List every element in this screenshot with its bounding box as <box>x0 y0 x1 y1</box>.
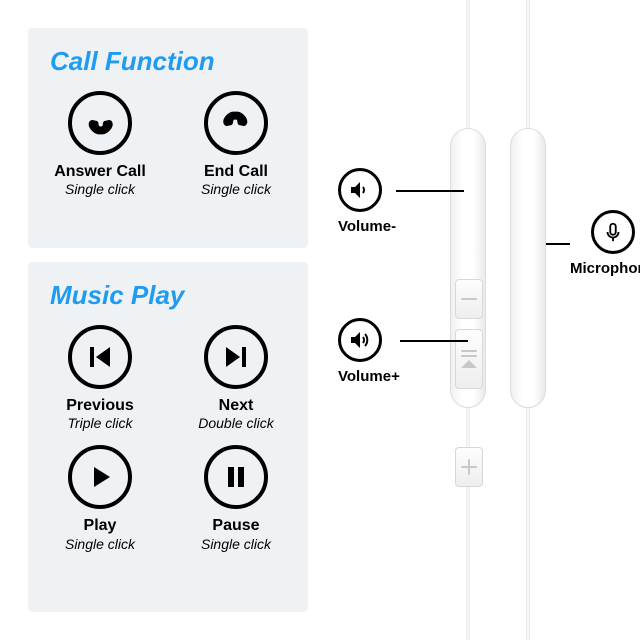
previous-item: Previous Triple click <box>50 325 150 431</box>
play-item: Play Single click <box>50 445 150 551</box>
previous-label: Previous <box>66 397 134 415</box>
next-label: Next <box>219 397 254 415</box>
pause-label: Pause <box>212 517 259 535</box>
call-title: Call Function <box>50 46 286 77</box>
previous-sub: Triple click <box>67 415 132 431</box>
previous-icon <box>68 325 132 389</box>
volume-down-label: Volume- <box>338 218 396 235</box>
remote-plus-button <box>455 447 483 487</box>
music-title: Music Play <box>50 280 286 311</box>
end-call-label: End Call <box>204 163 268 181</box>
answer-call-item: Answer Call Single click <box>50 91 150 197</box>
remote-wire-bot <box>466 408 470 640</box>
next-sub: Double click <box>198 415 273 431</box>
volume-up-label: Volume+ <box>338 368 400 385</box>
microphone-icon <box>591 210 635 254</box>
play-icon <box>68 445 132 509</box>
remote2-wire-bot <box>526 408 530 640</box>
answer-call-label: Answer Call <box>54 163 146 181</box>
phone-down-icon <box>204 91 268 155</box>
remote-wire-top <box>466 0 470 128</box>
pause-icon <box>204 445 268 509</box>
call-function-panel: Call Function Answer Call Single click E… <box>28 28 308 248</box>
next-icon <box>204 325 268 389</box>
volume-up-callout: Volume+ <box>338 318 468 385</box>
volume-down-callout: Volume- <box>338 168 464 235</box>
music-row-1: Previous Triple click Next Double click <box>50 325 286 431</box>
next-item: Next Double click <box>186 325 286 431</box>
pause-sub: Single click <box>201 536 271 552</box>
remote-minus-button <box>455 279 483 319</box>
end-call-item: End Call Single click <box>186 91 286 197</box>
music-play-panel: Music Play Previous Triple click Next Do… <box>28 262 308 612</box>
microphone-callout: Microphone <box>546 210 640 277</box>
remote-control-back <box>510 128 546 408</box>
remote2-wire-top <box>526 0 530 128</box>
phone-up-icon <box>68 91 132 155</box>
play-label: Play <box>84 517 117 535</box>
answer-call-sub: Single click <box>65 181 135 197</box>
microphone-label: Microphone <box>570 260 640 277</box>
play-sub: Single click <box>65 536 135 552</box>
call-icons-row: Answer Call Single click End Call Single… <box>50 91 286 197</box>
music-row-2: Play Single click Pause Single click <box>50 445 286 551</box>
end-call-sub: Single click <box>201 181 271 197</box>
pause-item: Pause Single click <box>186 445 286 551</box>
speaker-minus-icon <box>338 168 382 212</box>
speaker-plus-icon <box>338 318 382 362</box>
